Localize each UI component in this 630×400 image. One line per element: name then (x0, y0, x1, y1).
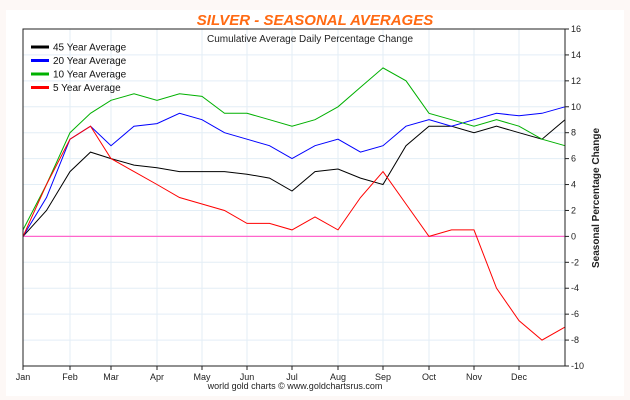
y-tick-label: 12 (571, 76, 581, 86)
legend-label: 20 Year Average (53, 56, 127, 67)
legend-label: 5 Year Average (53, 83, 121, 94)
legend-label: 10 Year Average (53, 70, 127, 81)
y-tick-label: 2 (571, 205, 576, 215)
chart-title: SILVER - SEASONAL AVERAGES (196, 12, 434, 29)
series-line-45-year-average (22, 119, 566, 237)
x-tick-label: Dec (511, 372, 528, 382)
plot-frame (22, 28, 566, 367)
series-line-20-year-average (22, 106, 566, 237)
y-tick-label: 10 (571, 102, 581, 112)
x-tick-label: Sep (375, 372, 391, 382)
x-tick-label: Nov (466, 372, 483, 382)
y-tick-label: 4 (571, 180, 576, 190)
y-tick-label: 8 (571, 128, 576, 138)
x-tick-label: Apr (150, 372, 164, 382)
x-tick-label: Jul (286, 372, 298, 382)
y-tick-label: -6 (571, 309, 579, 319)
series-line-10-year-average (22, 67, 566, 231)
legend: 45 Year Average 20 Year Average 10 Year Av… (31, 43, 127, 94)
x-tick-label: Jun (240, 372, 255, 382)
x-tick-label: Feb (62, 372, 78, 382)
y-tick-label: 6 (571, 154, 576, 164)
y-tick-label: 14 (571, 50, 581, 60)
y-axis-label: Seasonal Percentage Change (591, 128, 602, 268)
chart-card (6, 10, 624, 396)
x-tick-label: May (193, 372, 211, 382)
chart-credit: world gold charts © www.goldchartsrus.co… (207, 381, 383, 391)
x-tick-label: Mar (103, 372, 119, 382)
series-line-5-year-average (22, 125, 566, 341)
y-tick-label: 0 (571, 231, 576, 241)
y-tick-label: -10 (571, 361, 584, 371)
y-tick-label: -2 (571, 257, 579, 267)
x-tick-label: Jan (16, 372, 31, 382)
y-tick-label: 16 (571, 24, 581, 34)
x-tick-label: Oct (422, 372, 437, 382)
y-tick-label: -8 (571, 335, 579, 345)
y-tick-label: -4 (571, 283, 579, 293)
legend-label: 45 Year Average (53, 43, 127, 54)
x-tick-label: Aug (330, 372, 346, 382)
chart-subtitle: Cumulative Average Daily Percentage Chan… (207, 34, 413, 45)
